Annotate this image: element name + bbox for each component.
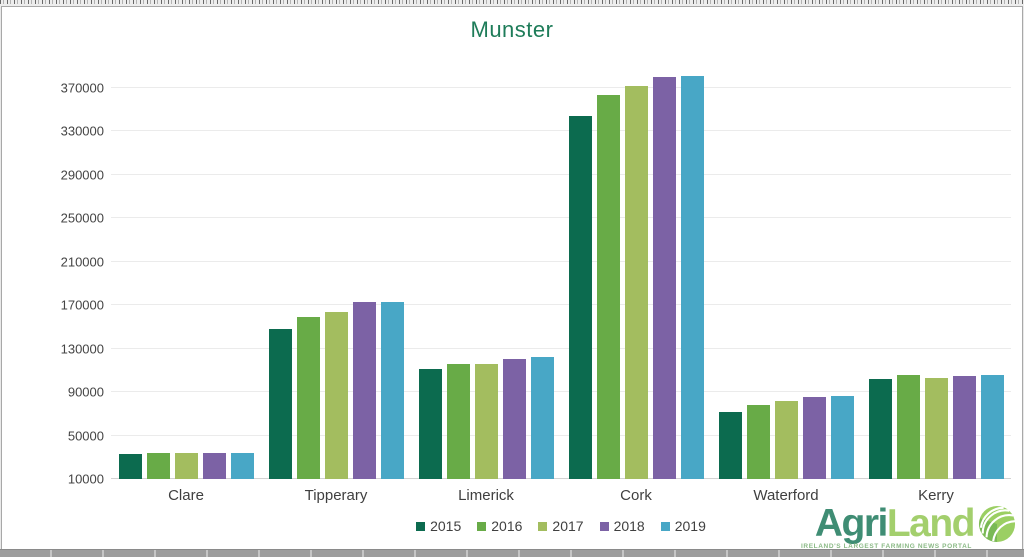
legend-swatch-2015: [416, 521, 426, 531]
x-tick-label-limerick: Limerick: [458, 487, 514, 504]
legend-swatch-2017: [538, 521, 548, 531]
bar-clare-2015[interactable]: [118, 454, 142, 479]
bar-limerick-2018[interactable]: [502, 359, 526, 479]
field-swirl-icon: [978, 505, 1016, 542]
legend-label-2015: 2015: [430, 518, 462, 534]
y-tick-label-370000: 370000: [60, 80, 104, 95]
y-tick-label-290000: 290000: [60, 167, 104, 182]
legend-swatch-2018: [599, 521, 609, 531]
gridline-330000: [111, 130, 1011, 131]
gridline-90000: [111, 391, 1011, 392]
bar-tipperary-2016[interactable]: [296, 317, 320, 479]
gridline-130000: [111, 347, 1011, 349]
bar-clare-2017[interactable]: [174, 452, 198, 479]
chart-title[interactable]: Munster: [470, 17, 554, 42]
bar-group-cork: [561, 61, 711, 479]
logo-tagline: IRELAND'S LARGEST FARMING NEWS PORTAL: [801, 543, 972, 550]
bar-limerick-2019[interactable]: [530, 357, 554, 479]
x-axis: Clare Tipperary Limerick Cork Waterford Kerry: [111, 487, 1011, 507]
x-tick-label-clare: Clare: [168, 487, 204, 504]
bar-waterford-2015[interactable]: [718, 412, 742, 479]
y-tick-label-130000: 130000: [60, 341, 104, 356]
spreadsheet-rows-sliver: [0, 0, 1024, 7]
bar-kerry-2017[interactable]: [924, 377, 948, 479]
legend-label-2018: 2018: [613, 518, 645, 534]
bar-cork-2016[interactable]: [596, 95, 620, 479]
bar-waterford-2018[interactable]: [802, 396, 826, 479]
gridline-10000: [111, 478, 1011, 479]
bar-group-tipperary: [261, 61, 411, 479]
bar-tipperary-2019[interactable]: [380, 301, 404, 479]
gridline-370000: [111, 86, 1011, 88]
x-tick-label-tipperary: Tipperary: [304, 487, 368, 504]
y-tick-label-210000: 210000: [60, 254, 104, 269]
legend-swatch-2019: [660, 521, 670, 531]
gridline-210000: [111, 260, 1011, 262]
bar-waterford-2017[interactable]: [774, 400, 798, 479]
bar-cork-2015[interactable]: [568, 115, 592, 479]
bar-clare-2018[interactable]: [202, 453, 226, 479]
bar-limerick-2017[interactable]: [474, 363, 498, 479]
gridline-170000: [111, 304, 1011, 305]
chart-panel[interactable]: Munster 10000 50000 90000 130000 170000 21000…: [1, 6, 1023, 550]
bar-tipperary-2018[interactable]: [352, 301, 376, 479]
legend-label-2016: 2016: [491, 518, 523, 534]
bar-limerick-2016[interactable]: [446, 363, 470, 479]
bar-kerry-2018[interactable]: [952, 375, 976, 479]
legend[interactable]: 2015 2016 2017 2018 2019: [111, 517, 1011, 535]
x-tick-label-kerry: Kerry: [918, 487, 954, 504]
y-tick-label-250000: 250000: [60, 210, 104, 226]
bar-tipperary-2015[interactable]: [268, 328, 292, 479]
y-tick-label-10000: 10000: [67, 471, 104, 487]
bar-waterford-2019[interactable]: [830, 395, 854, 479]
bar-cork-2019[interactable]: [680, 75, 704, 479]
logo-text-agri: Agri: [814, 502, 889, 545]
legend-swatch-2016: [477, 521, 487, 531]
y-tick-label-50000: 50000: [67, 428, 104, 443]
legend-label-2019: 2019: [674, 518, 706, 534]
bar-waterford-2016[interactable]: [746, 405, 770, 479]
x-tick-label-cork: Cork: [620, 487, 652, 504]
bar-kerry-2015[interactable]: [868, 379, 892, 479]
spreadsheet-columns-sliver: [0, 549, 1024, 557]
y-axis: 10000 50000 90000 130000 170000 210000 250000 2…: [38, 61, 104, 487]
logo-wordmark: AgriLand: [814, 502, 976, 545]
bar-group-clare: [111, 61, 261, 479]
bar-tipperary-2017[interactable]: [324, 311, 348, 479]
bar-group-limerick: [411, 61, 561, 479]
bar-group-waterford: [711, 61, 861, 479]
legend-item-2015[interactable]: 2015: [416, 518, 461, 534]
x-tick-label-waterford: Waterford: [753, 487, 819, 504]
bar-cork-2018[interactable]: [652, 76, 676, 479]
y-tick-label-90000: 90000: [67, 384, 104, 400]
gridline-290000: [111, 173, 1011, 175]
gridline-50000: [111, 434, 1011, 436]
bar-cork-2017[interactable]: [624, 86, 648, 479]
bar-limerick-2015[interactable]: [418, 369, 442, 479]
legend-item-2019[interactable]: 2019: [660, 518, 706, 534]
bar-clare-2016[interactable]: [146, 453, 170, 479]
legend-item-2016[interactable]: 2016: [477, 518, 522, 534]
bar-kerry-2016[interactable]: [896, 374, 920, 479]
bar-clare-2019[interactable]: [230, 452, 254, 479]
y-tick-label-330000: 330000: [60, 123, 104, 139]
bar-group-kerry: [861, 61, 1011, 479]
legend-item-2018[interactable]: 2018: [599, 518, 645, 534]
gridline-250000: [111, 217, 1011, 218]
legend-item-2017[interactable]: 2017: [538, 518, 584, 534]
agriland-logo: AgriLand IRELAND'S LARGEST FARMING NEWS …: [771, 504, 1016, 551]
bar-kerry-2019[interactable]: [980, 374, 1004, 479]
logo-text-land: Land: [886, 502, 976, 545]
legend-label-2017: 2017: [552, 518, 584, 534]
plot-area: [111, 61, 1011, 479]
y-tick-label-170000: 170000: [60, 297, 104, 313]
